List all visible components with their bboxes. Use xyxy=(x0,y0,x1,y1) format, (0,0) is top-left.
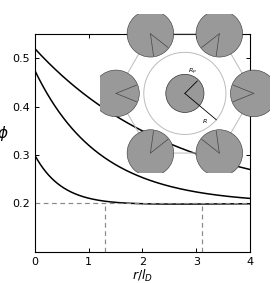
Circle shape xyxy=(127,10,174,57)
Circle shape xyxy=(196,130,243,176)
Circle shape xyxy=(127,130,174,176)
Circle shape xyxy=(230,70,277,117)
Text: $R_p$: $R_p$ xyxy=(188,67,197,77)
X-axis label: $r/l_D$: $r/l_D$ xyxy=(132,268,153,283)
Text: $R$: $R$ xyxy=(202,117,207,125)
Circle shape xyxy=(93,70,139,117)
Circle shape xyxy=(166,74,204,112)
Circle shape xyxy=(196,10,243,57)
Y-axis label: $\phi$: $\phi$ xyxy=(0,124,8,143)
